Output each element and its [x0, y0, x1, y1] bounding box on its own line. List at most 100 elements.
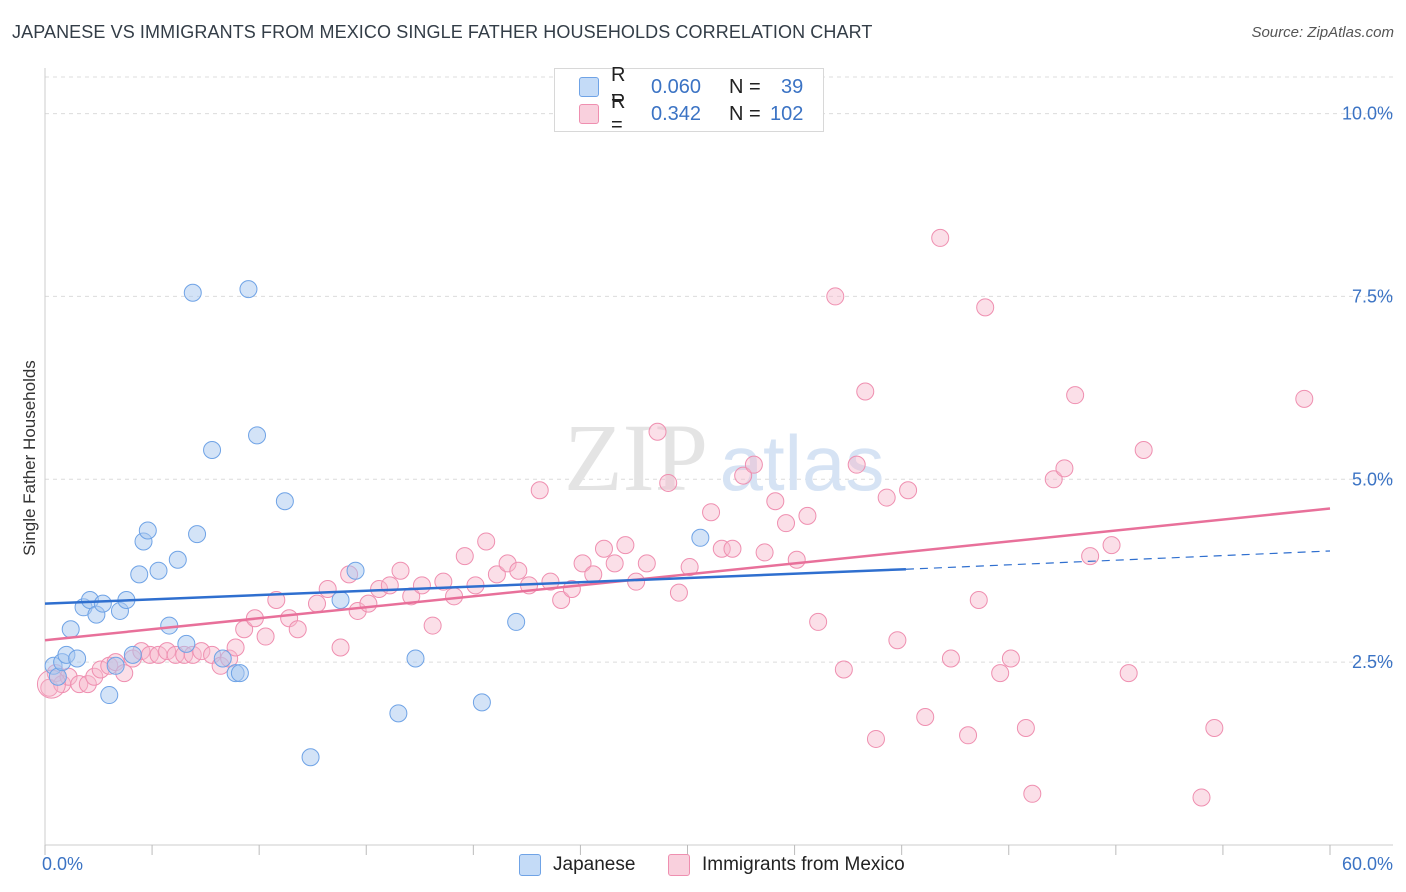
legend-item-japanese: Japanese	[519, 852, 635, 878]
mexico-point	[1295, 389, 1314, 408]
mexico-point	[1055, 459, 1074, 478]
mexico-point	[976, 298, 995, 317]
mexico-point	[1119, 664, 1138, 683]
watermark: ZIP atlas	[564, 404, 884, 511]
mexico-point	[541, 572, 560, 591]
legend-r-value: 0.342	[651, 102, 702, 125]
legend-n-value: 39	[781, 75, 804, 98]
series-japanese-points	[44, 280, 710, 767]
mexico-trend-line	[44, 507, 1331, 642]
mexico-point	[712, 539, 731, 558]
japanese-point	[301, 748, 320, 767]
mexico-point	[702, 503, 721, 522]
stats-legend: R = 0.060 N = 39 R = 0.342 N = 102	[554, 64, 824, 136]
japanese-point	[239, 280, 258, 299]
y-tick-label: 5.0%	[1352, 469, 1393, 489]
mexico-point	[487, 565, 506, 584]
legend-n-label: N =	[729, 102, 761, 125]
watermark-atlas: atlas	[720, 419, 885, 507]
mexico-point	[573, 554, 592, 573]
y-tick-label: 2.5%	[1352, 652, 1393, 672]
mexico-point	[434, 572, 453, 591]
mexico-point	[1001, 649, 1020, 668]
mexico-point	[594, 539, 613, 558]
mexico-point	[866, 729, 885, 748]
mexico-point	[85, 667, 104, 686]
watermark-zip: ZIP	[564, 404, 708, 511]
mexico-point	[1016, 718, 1035, 737]
mexico-point	[445, 587, 464, 606]
mexico-point	[307, 594, 326, 613]
mexico-point	[777, 514, 796, 533]
japanese-point	[213, 649, 232, 668]
legend-swatch-japanese	[519, 854, 541, 876]
trend-lines	[44, 507, 1331, 642]
japanese-point	[93, 594, 112, 613]
japanese-point	[61, 620, 80, 639]
mexico-point	[648, 422, 667, 441]
mexico-point	[888, 631, 907, 650]
mexico-point	[1044, 470, 1063, 489]
mexico-point	[680, 558, 699, 577]
mexico-point	[423, 616, 442, 635]
japanese-point	[123, 645, 142, 664]
series-mexico-points	[36, 228, 1314, 807]
japanese-point	[275, 492, 294, 511]
japanese-point	[138, 521, 157, 540]
mexico-point	[627, 572, 646, 591]
mexico-point	[158, 642, 177, 661]
japanese-trend-extension	[905, 550, 1331, 570]
mexico-point	[331, 638, 350, 657]
mexico-point	[1066, 386, 1085, 405]
mexico-point	[826, 287, 845, 306]
japanese-point	[68, 649, 87, 668]
source-label: Source: ZipAtlas.com	[1251, 24, 1394, 41]
mexico-point	[834, 660, 853, 679]
japanese-trend-line	[44, 568, 906, 605]
mexico-point	[734, 466, 753, 485]
mexico-point	[916, 708, 935, 726]
mexico-point	[605, 554, 624, 573]
mexico-point	[809, 612, 828, 631]
mexico-point	[899, 481, 918, 500]
series-legend: Japanese Immigrants from Mexico	[0, 852, 1406, 878]
legend-swatch-mexico	[668, 854, 690, 876]
mexico-point	[991, 664, 1010, 683]
y-tick-label: 10.0%	[1342, 104, 1393, 124]
chart-title: JAPANESE VS IMMIGRANTS FROM MEXICO SINGL…	[12, 22, 873, 42]
mexico-point	[1205, 718, 1224, 737]
mexico-point	[359, 594, 378, 613]
legend-n-value: 102	[770, 102, 804, 125]
japanese-point	[100, 686, 119, 705]
mexico-point	[226, 638, 245, 657]
legend-r-label: R =	[611, 91, 626, 136]
x-tick-label: 0.0%	[42, 854, 83, 874]
mexico-point	[616, 536, 635, 555]
legend-swatch-japanese	[579, 77, 599, 97]
x-tick-label: 60.0%	[1342, 854, 1393, 874]
mexico-point	[877, 488, 896, 507]
mexico-point	[509, 561, 528, 580]
japanese-point	[507, 612, 526, 631]
mexico-point	[931, 228, 950, 247]
mexico-point	[941, 649, 960, 668]
mexico-point	[659, 473, 678, 492]
mexico-point	[455, 547, 474, 566]
japanese-point	[691, 528, 710, 547]
mexico-point	[530, 481, 549, 500]
y-tick-label: 7.5%	[1352, 286, 1393, 306]
mexico-point	[477, 532, 496, 551]
mexico-point	[498, 554, 517, 573]
tick-labels: 2.5% 5.0% 7.5% 10.0% 0.0% 60.0%	[42, 104, 1393, 874]
legend-n-label: N =	[729, 75, 761, 98]
mexico-point	[798, 506, 817, 525]
mexico-point	[391, 561, 410, 580]
mexico-point	[256, 627, 275, 646]
legend-item-mexico: Immigrants from Mexico	[668, 852, 905, 878]
japanese-point	[106, 656, 125, 675]
legend-label-mexico: Immigrants from Mexico	[702, 854, 905, 875]
mexico-point	[412, 576, 431, 595]
japanese-point	[472, 693, 491, 712]
mexico-point	[552, 590, 571, 609]
